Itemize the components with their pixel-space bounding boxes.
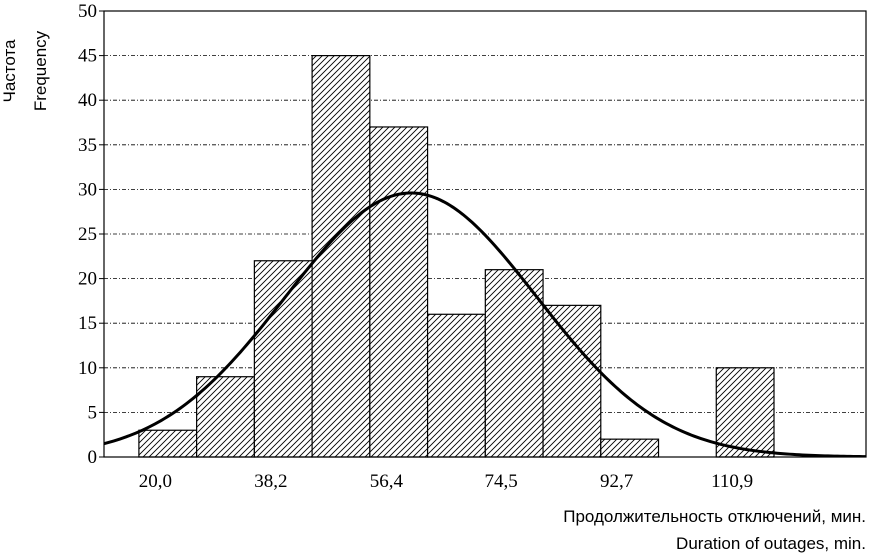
x-tick-label: 20,0 xyxy=(139,471,172,492)
y-tick-label: 15 xyxy=(78,313,97,334)
normal-curve xyxy=(104,191,866,457)
y-tick-label: 20 xyxy=(78,269,97,290)
x-tick-label: 92,7 xyxy=(600,471,633,492)
x-tick-label: 38,2 xyxy=(254,471,287,492)
y-tick-label: 0 xyxy=(88,447,98,468)
histogram-bar xyxy=(484,269,544,458)
x-axis-title-line-1: Продолжительность отключений, мин. xyxy=(563,507,866,526)
histogram-bar xyxy=(253,260,313,458)
histogram-bar xyxy=(311,54,371,458)
y-tick-label: 45 xyxy=(78,46,97,67)
y-axis-ticks: 0 5 10 15 20 25 30 35 40 45 50 xyxy=(78,1,104,468)
histogram-bar xyxy=(715,367,775,458)
y-axis-title-line-2: Frequency xyxy=(31,30,50,111)
x-axis-title-line-2: Duration of outages, min. xyxy=(676,534,866,553)
y-tick-label: 50 xyxy=(78,1,97,22)
histogram-bars xyxy=(138,54,775,458)
histogram-bar xyxy=(542,304,602,458)
y-tick-label: 40 xyxy=(78,90,97,111)
y-tick-label: 25 xyxy=(78,224,97,245)
y-tick-label: 10 xyxy=(78,358,97,379)
histogram-bar xyxy=(426,313,486,458)
y-axis-title-line-1: Частота xyxy=(0,39,19,103)
y-tick-label: 30 xyxy=(78,179,97,200)
x-tick-label: 56,4 xyxy=(370,471,404,492)
normal-curve-layer xyxy=(104,191,866,457)
x-tick-label: 110,9 xyxy=(711,471,753,492)
x-axis-ticks: 20,0 38,2 56,4 74,5 92,7 110,9 xyxy=(139,471,753,492)
y-tick-label: 35 xyxy=(78,135,97,156)
y-tick-label: 5 xyxy=(88,402,98,423)
x-axis-title: Продолжительность отключений, мин. Durat… xyxy=(563,507,866,553)
histogram-bar xyxy=(600,438,660,458)
histogram-bar xyxy=(138,429,198,458)
y-axis-title: Частота Frequency xyxy=(0,30,50,111)
x-tick-label: 74,5 xyxy=(485,471,518,492)
histogram-bar xyxy=(369,126,429,458)
